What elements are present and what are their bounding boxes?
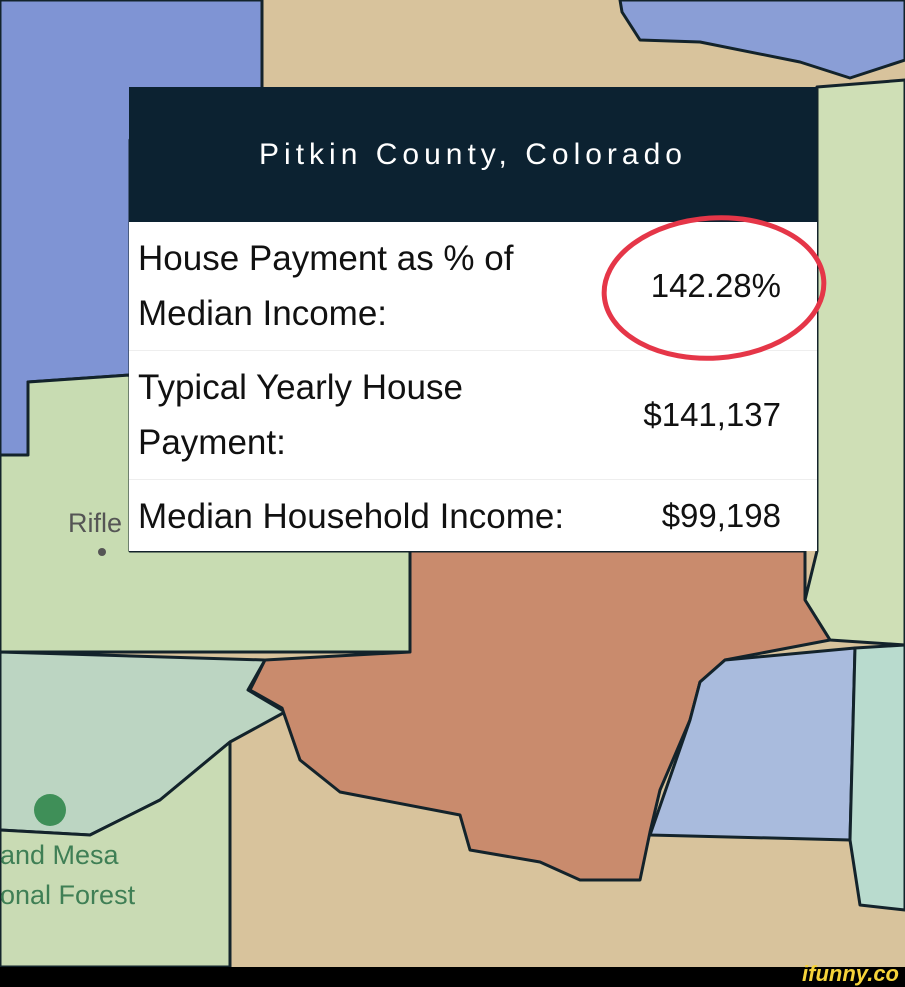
popup-row: Median Household Income: $99,198 — [129, 480, 817, 552]
row-value: $141,137 — [643, 396, 781, 433]
county — [618, 0, 905, 80]
county — [848, 643, 905, 912]
row-label: Median Household Income: — [138, 496, 565, 536]
forest-label: onal Forest — [0, 880, 136, 910]
forest-label: and Mesa — [0, 840, 119, 870]
row-value: $99,198 — [661, 497, 781, 534]
county — [803, 78, 905, 647]
popup: Pitkin County, Colorado House Payment as… — [129, 87, 817, 551]
row-value: 142.28% — [650, 267, 781, 304]
town-label: Rifle — [68, 508, 123, 538]
row-label: House Payment as % of Median Income: — [138, 239, 514, 333]
popup-row: House Payment as % of Median Income: 142… — [129, 222, 817, 351]
town-marker — [98, 548, 106, 556]
popup-row: Typical Yearly House Payment: $141,137 — [129, 351, 817, 480]
row-label: Typical Yearly House Payment: — [138, 368, 463, 462]
forest-icon — [34, 794, 66, 826]
county — [0, 740, 232, 969]
watermark: ifunny.co — [802, 961, 899, 986]
county — [0, 373, 412, 654]
county — [248, 549, 832, 882]
watermark-bar: ifunny.co — [0, 961, 905, 987]
popup-title: Pitkin County, Colorado — [129, 87, 817, 222]
